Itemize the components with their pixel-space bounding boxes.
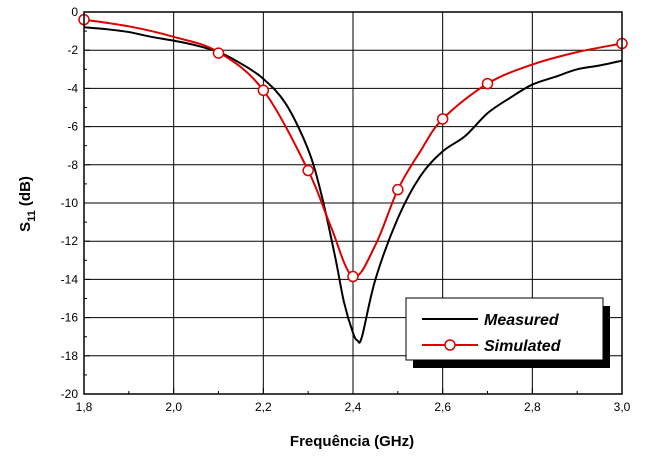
axes	[83, 11, 623, 395]
series-line-measured	[83, 26, 623, 344]
data-point-simulated	[302, 164, 314, 177]
y-tick-label: -20	[61, 387, 79, 401]
data-point-simulated	[392, 183, 404, 196]
data-point-simulated	[257, 84, 270, 97]
legend-label-measured: Measured	[484, 312, 560, 329]
x-tick-label: 2,0	[165, 400, 182, 414]
y-tick-label: -14	[61, 272, 79, 286]
x-tick-label: 3,0	[614, 400, 631, 414]
legend-label-simulated: Simulated	[484, 338, 562, 355]
y-tick-label: -12	[61, 234, 79, 248]
x-tick-label: 2,2	[255, 400, 272, 414]
data-point-simulated	[436, 113, 449, 125]
x-tick-label: 2,8	[524, 400, 541, 414]
plot-frame	[83, 11, 623, 395]
y-tick-label: -16	[61, 311, 79, 325]
y-tick-label: 0	[71, 5, 78, 19]
y-tick-label: -10	[61, 196, 79, 210]
x-axis-title: Frequência (GHz)	[290, 433, 414, 450]
y-tick-label: -18	[61, 349, 79, 363]
y-tick-label: -4	[67, 81, 78, 95]
data-point-simulated	[347, 270, 359, 283]
y-tick-label: -2	[67, 43, 78, 57]
y-axis-title-subscript: 11	[26, 210, 38, 222]
series-line-simulated	[83, 18, 623, 278]
y-tick-label: -6	[67, 120, 78, 134]
y-axis-title-unit: (dB)	[17, 176, 34, 210]
data-point-simulated	[212, 47, 225, 59]
legend-marker-simulated	[444, 339, 456, 351]
x-tick-label: 2,4	[345, 400, 362, 414]
data-point-simulated	[481, 77, 494, 90]
y-axis-title: S11 (dB)	[17, 176, 38, 232]
y-axis-title-main: S	[17, 222, 34, 232]
x-tick-labels: 1,8 2,0 2,2 2,4 2,6 2,8 3,0	[76, 400, 631, 414]
x-tick-label: 2,6	[434, 400, 451, 414]
y-tick-label: -8	[67, 158, 78, 172]
legend-box	[405, 297, 604, 361]
x-tick-label: 1,8	[76, 400, 93, 414]
y-tick-labels: 0 -2 -4 -6 -8 -10 -12 -14 -16 -18 -20	[61, 5, 79, 401]
legend: Measured Simulated	[405, 297, 610, 368]
